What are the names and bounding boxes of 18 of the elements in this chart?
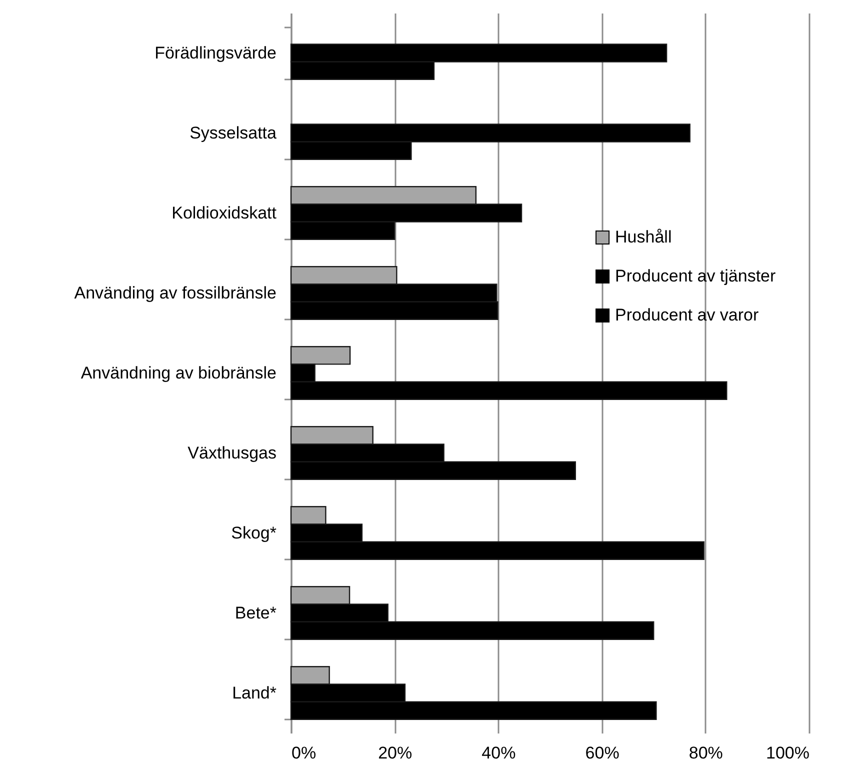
y-tick-label: Förädlingsvärde	[154, 44, 276, 62]
legend-label: Producent av tjänster	[615, 266, 776, 286]
y-tick-label: Använding av fossilbränsle	[74, 284, 276, 302]
x-tick-label: 20%	[378, 744, 412, 762]
y-tick-label: Koldioxidskatt	[172, 204, 277, 222]
y-tick-label: Växthusgas	[188, 444, 276, 462]
legend-label: Producent av varor	[615, 306, 759, 324]
y-tick-label: Bete*	[234, 604, 277, 622]
x-tick-label: 100%	[766, 744, 810, 762]
y-tick-label: Användning av biobränsle	[80, 364, 276, 382]
y-tick-label: Land*	[232, 684, 277, 702]
x-tick-label: 80%	[688, 744, 723, 762]
y-tick-label: Skog*	[231, 524, 277, 542]
x-tick-label: 40%	[482, 744, 516, 762]
y-tick-label: Sysselsatta	[190, 124, 278, 142]
x-tick-label: 0%	[292, 744, 316, 762]
x-tick-label: 60%	[585, 744, 620, 762]
legend-label: Hushåll	[615, 228, 672, 246]
